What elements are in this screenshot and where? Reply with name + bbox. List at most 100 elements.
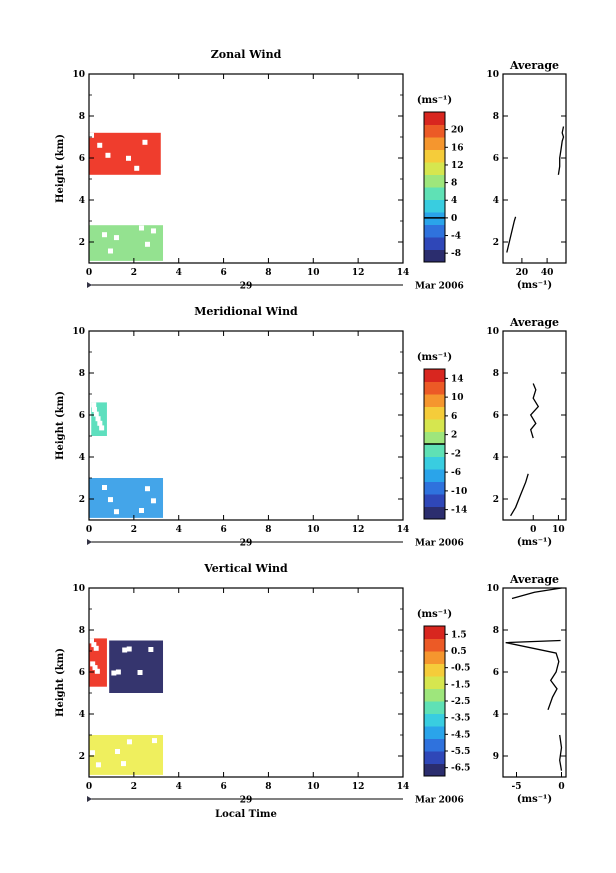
y-tick-label: 6 <box>79 411 85 421</box>
colorbar-segment <box>424 494 445 507</box>
x-tick-label: 14 <box>397 782 410 792</box>
colorbar-tick-label: 6 <box>451 412 457 422</box>
colorbar-segment <box>424 481 445 495</box>
average-title: Average <box>509 573 559 586</box>
colorbar-segment <box>424 701 445 714</box>
colorbar-unit: (ms⁻¹) <box>417 352 452 363</box>
y-tick-label: 8 <box>79 626 85 636</box>
colorbar-tick-label: 14 <box>451 374 464 384</box>
average-y-tick-label: 10 <box>486 70 499 80</box>
y-axis-label: Height (km) <box>55 134 66 203</box>
panel-title: Meridional Wind <box>194 305 298 318</box>
average-panel: Average 2 4 6 8 10 20 40 (ms⁻¹) <box>486 59 567 291</box>
x-tick-label: 4 <box>176 525 182 535</box>
x-tick-label: 2 <box>131 268 137 278</box>
data-gap <box>97 142 103 148</box>
data-gap <box>95 762 101 768</box>
average-y-tick-label: 2 <box>493 495 499 505</box>
data-region <box>89 735 164 775</box>
average-y-tick-label: 4 <box>493 710 499 720</box>
x-tick-label: 0 <box>86 782 92 792</box>
data-gap <box>113 235 119 241</box>
y-tick-label: 6 <box>79 154 85 164</box>
data-gap <box>99 425 105 431</box>
data-gap <box>150 228 156 234</box>
colorbar-segment <box>424 419 445 432</box>
x-tick-label: 2 <box>131 525 137 535</box>
colorbar-segment <box>424 763 445 777</box>
average-profile-line <box>505 639 561 711</box>
data-gap <box>89 750 95 756</box>
colorbar-segment <box>424 751 445 764</box>
y-tick-label: 2 <box>79 238 85 248</box>
panel-vertical: Vertical Wind 0 2 4 6 8 10 12 14 2 4 6 8 10 Height (km… <box>55 562 567 820</box>
x-axis-label: Local Time <box>215 809 277 820</box>
average-y-tick-label: 6 <box>493 411 499 421</box>
colorbar-segment <box>424 688 445 702</box>
day-label: 29 <box>240 282 253 292</box>
plot-frame <box>88 73 404 264</box>
colorbar-segment <box>424 187 445 200</box>
colorbar-tick-label: -6 <box>451 468 461 478</box>
colorbar-tick-label: 0 <box>451 214 457 224</box>
date-tag: Mar 2006 <box>415 539 464 549</box>
data-gap <box>107 497 113 503</box>
x-tick-label: 6 <box>220 782 226 792</box>
data-gap <box>90 661 96 667</box>
colorbar-segment <box>424 444 445 457</box>
panel-title: Zonal Wind <box>211 48 282 61</box>
data-gap <box>95 416 101 422</box>
colorbar-tick-label: -14 <box>451 506 467 516</box>
average-frame <box>502 587 567 778</box>
data-gap <box>134 165 140 171</box>
colorbar-segment <box>424 137 445 150</box>
data-gap <box>97 420 103 426</box>
data-gap <box>105 152 111 158</box>
average-x-label: (ms⁻¹) <box>517 794 552 805</box>
x-tick-label: 8 <box>265 268 271 278</box>
colorbar-tick-label: 2 <box>451 431 457 441</box>
colorbar-tick-label: -0.5 <box>451 664 470 674</box>
colorbar-segment <box>424 369 445 382</box>
x-tick-label: 4 <box>176 268 182 278</box>
average-profile-line <box>529 383 540 439</box>
data-region <box>89 638 107 687</box>
data-gap <box>91 402 97 408</box>
x-tick-label: 12 <box>352 782 365 792</box>
data-gap <box>107 248 113 254</box>
colorbar-tick-label: -5.5 <box>451 747 470 757</box>
colorbar-segment <box>424 381 445 395</box>
average-x-tick-label: 0 <box>558 782 564 792</box>
average-profile-line <box>506 216 517 253</box>
colorbar-tick-label: 0.5 <box>451 647 467 657</box>
colorbar-segment <box>424 626 445 639</box>
x-tick-label: 12 <box>352 525 365 535</box>
colorbar-segment <box>424 676 445 689</box>
average-frame <box>502 73 567 264</box>
data-gap <box>122 647 128 653</box>
data-gap <box>94 668 100 674</box>
colorbar-segment <box>424 149 445 163</box>
y-axis-label: Height (km) <box>55 648 66 717</box>
average-y-tick-label: 6 <box>493 154 499 164</box>
data-gap <box>139 508 144 513</box>
average-y-tick-label: 8 <box>493 112 499 122</box>
x-tick-label: 2 <box>131 782 137 792</box>
average-frame <box>502 330 567 521</box>
x-tick-label: 6 <box>220 525 226 535</box>
colorbar-segment <box>424 456 445 470</box>
average-title: Average <box>509 59 559 72</box>
x-tick-label: 4 <box>176 782 182 792</box>
colorbar-frame <box>423 111 446 263</box>
average-x-label: (ms⁻¹) <box>517 280 552 291</box>
y-tick-label: 8 <box>79 369 85 379</box>
colorbar-tick-label: 10 <box>451 393 464 403</box>
data-gap <box>93 645 99 651</box>
colorbar-tick-label: 4 <box>451 196 457 206</box>
day-axis-marker <box>87 796 92 802</box>
x-tick-label: 14 <box>397 268 410 278</box>
colorbar-segment <box>424 124 445 138</box>
x-tick-label: 12 <box>352 268 365 278</box>
